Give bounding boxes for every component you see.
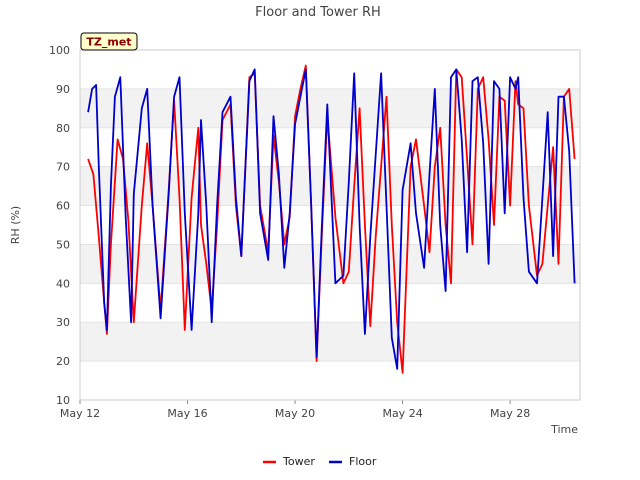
legend-label-tower: Tower [282,455,315,468]
y-tick-70: 70 [56,161,70,174]
badge-box [80,32,138,51]
station-badge: TZ_met [80,32,138,51]
badge-label: TZ_met [86,36,131,49]
background-bands [80,88,580,362]
y-tick-90: 90 [56,83,70,96]
y-tick-50: 50 [56,238,70,251]
plot-frame [79,49,581,401]
x-tick-2: May 20 [275,407,315,420]
chart-title: Floor and Tower RH [255,5,381,20]
series-line-floor [87,68,576,370]
band-20-30 [80,322,580,362]
x-tick-0: May 12 [60,407,100,420]
y-axis-label: RH (%) [9,206,22,244]
legend-label-floor: Floor [349,455,377,468]
x-axis-label: Time [550,423,578,436]
x-axis-ticks: May 12 May 16 May 20 May 24 May 28 [60,400,530,420]
y-tick-20: 20 [56,355,70,368]
y-tick-30: 30 [56,316,70,329]
x-tick-1: May 16 [167,407,207,420]
y-tick-40: 40 [56,277,70,290]
y-tick-60: 60 [56,200,70,213]
x-tick-3: May 24 [382,407,422,420]
legend: Tower Floor [263,455,377,468]
band-80-90 [80,88,580,128]
y-tick-10: 10 [56,394,70,407]
y-tick-80: 80 [56,122,70,135]
series-lines [87,64,576,374]
x-tick-4: May 28 [490,407,530,420]
y-tick-100: 100 [49,44,70,57]
y-axis-ticks: 10 20 30 40 50 60 70 80 90 100 [49,44,70,407]
